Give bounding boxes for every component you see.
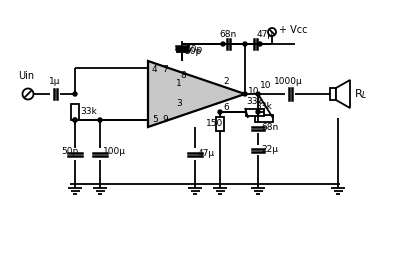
Text: 150: 150 bbox=[206, 119, 223, 129]
Text: 33k: 33k bbox=[247, 97, 263, 106]
Text: 33k: 33k bbox=[80, 107, 97, 116]
Circle shape bbox=[258, 42, 262, 46]
Circle shape bbox=[98, 118, 102, 122]
Text: 1µ: 1µ bbox=[49, 77, 61, 86]
Text: 8: 8 bbox=[180, 71, 186, 80]
Text: 2: 2 bbox=[223, 77, 229, 87]
Text: 4: 4 bbox=[152, 65, 158, 73]
Text: 50p: 50p bbox=[184, 47, 201, 56]
Polygon shape bbox=[336, 80, 350, 108]
Text: 50p: 50p bbox=[61, 148, 78, 156]
Circle shape bbox=[256, 110, 260, 114]
Text: 3: 3 bbox=[176, 100, 182, 108]
Bar bbox=[71, 103, 79, 119]
Text: 6: 6 bbox=[223, 103, 229, 113]
Bar bbox=[255, 115, 273, 121]
Text: 9: 9 bbox=[162, 115, 168, 123]
Text: 5: 5 bbox=[152, 115, 158, 123]
Bar bbox=[246, 108, 264, 116]
Text: 33k: 33k bbox=[256, 102, 272, 111]
Text: 10: 10 bbox=[248, 87, 260, 97]
Bar bbox=[330, 88, 336, 100]
Text: 47µ: 47µ bbox=[198, 150, 215, 158]
Text: 1: 1 bbox=[176, 80, 182, 88]
Circle shape bbox=[256, 92, 260, 96]
Circle shape bbox=[243, 92, 247, 96]
Circle shape bbox=[22, 88, 34, 100]
Text: + Vcc: + Vcc bbox=[279, 25, 308, 35]
Circle shape bbox=[73, 118, 77, 122]
Text: R$_L$: R$_L$ bbox=[354, 87, 368, 101]
Text: 10: 10 bbox=[260, 81, 272, 90]
Circle shape bbox=[243, 42, 247, 46]
Text: 1000µ: 1000µ bbox=[274, 77, 302, 86]
Text: 7: 7 bbox=[162, 65, 168, 73]
Polygon shape bbox=[148, 61, 245, 127]
Circle shape bbox=[221, 42, 225, 46]
Circle shape bbox=[73, 118, 77, 122]
Text: 50p: 50p bbox=[185, 44, 202, 54]
Text: 22µ: 22µ bbox=[261, 146, 278, 154]
Circle shape bbox=[268, 28, 276, 36]
Circle shape bbox=[73, 92, 77, 96]
Bar bbox=[216, 117, 224, 131]
Circle shape bbox=[218, 110, 222, 114]
Text: 68n: 68n bbox=[219, 30, 237, 39]
Text: 68n: 68n bbox=[261, 123, 278, 133]
Text: 47µ: 47µ bbox=[257, 30, 274, 39]
Text: Uin: Uin bbox=[18, 71, 34, 81]
Text: 100µ: 100µ bbox=[103, 148, 126, 156]
